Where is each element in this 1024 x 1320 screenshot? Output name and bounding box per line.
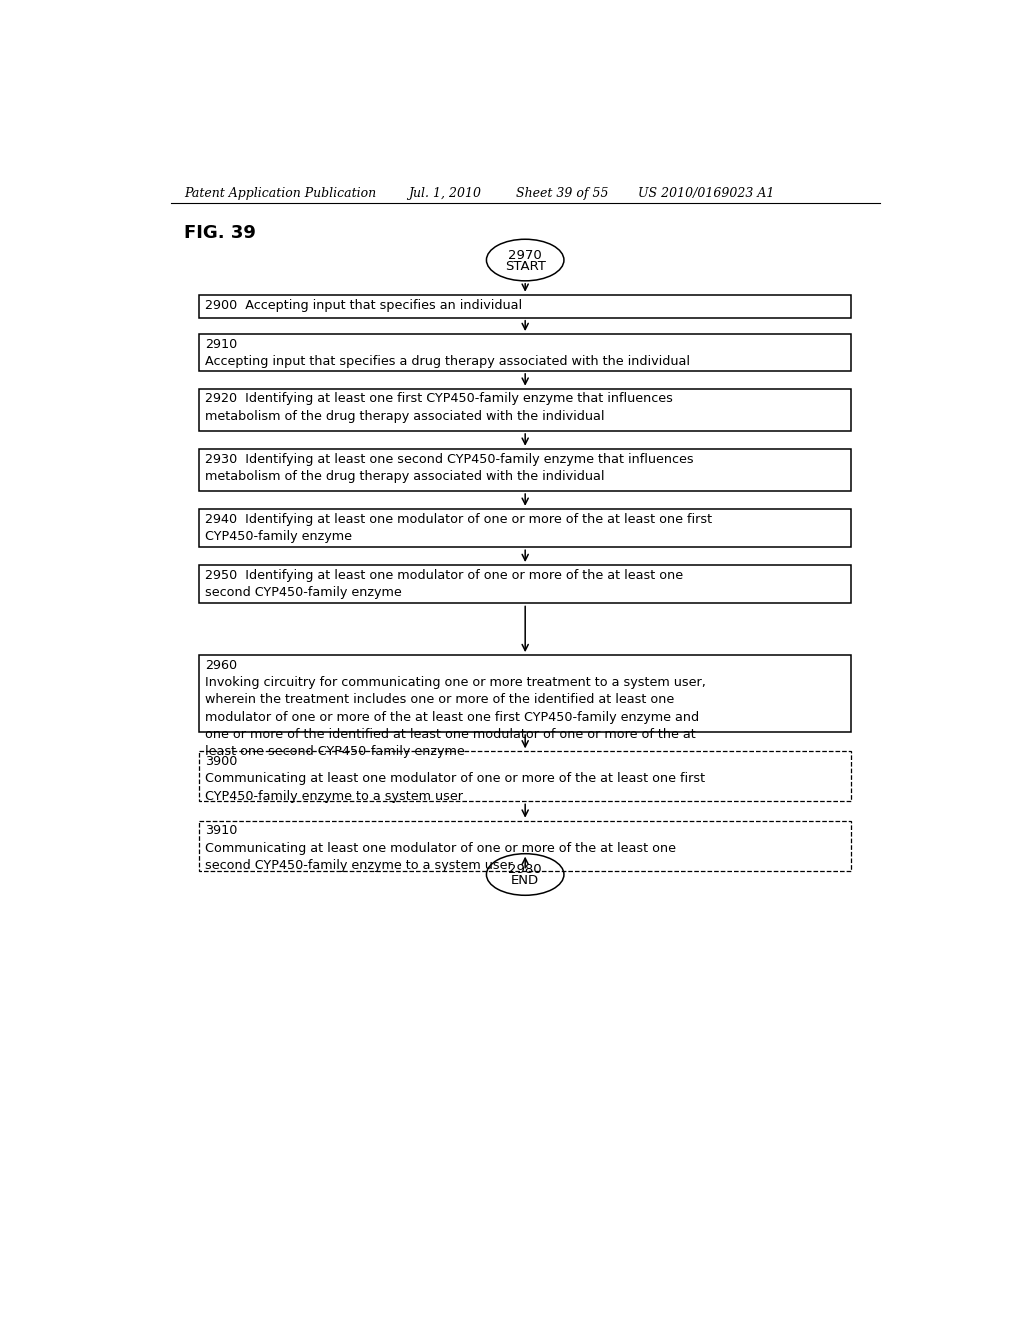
Text: 2920  Identifying at least one first CYP450-family enzyme that influences
metabo: 2920 Identifying at least one first CYP4… — [205, 392, 673, 422]
Text: 2960
Invoking circuitry for communicating one or more treatment to a system user: 2960 Invoking circuitry for communicatin… — [205, 659, 706, 758]
Text: 2900  Accepting input that specifies an individual: 2900 Accepting input that specifies an i… — [205, 298, 522, 312]
Text: US 2010/0169023 A1: US 2010/0169023 A1 — [638, 187, 774, 199]
Text: 2940  Identifying at least one modulator of one or more of the at least one firs: 2940 Identifying at least one modulator … — [205, 512, 712, 543]
Text: FIG. 39: FIG. 39 — [183, 224, 256, 242]
Text: END: END — [511, 874, 540, 887]
Text: Sheet 39 of 55: Sheet 39 of 55 — [515, 187, 608, 199]
Text: 2910
Accepting input that specifies a drug therapy associated with the individua: 2910 Accepting input that specifies a dr… — [205, 338, 690, 368]
Text: 2980: 2980 — [508, 863, 542, 876]
Text: Jul. 1, 2010: Jul. 1, 2010 — [409, 187, 481, 199]
Text: START: START — [505, 260, 546, 273]
Text: 3900
Communicating at least one modulator of one or more of the at least one fir: 3900 Communicating at least one modulato… — [205, 755, 705, 803]
Text: 2950  Identifying at least one modulator of one or more of the at least one
seco: 2950 Identifying at least one modulator … — [205, 569, 683, 599]
Text: 2970: 2970 — [508, 249, 542, 261]
Text: 3910
Communicating at least one modulator of one or more of the at least one
sec: 3910 Communicating at least one modulato… — [205, 825, 676, 871]
Text: 2930  Identifying at least one second CYP450-family enzyme that influences
metab: 2930 Identifying at least one second CYP… — [205, 453, 693, 483]
Text: Patent Application Publication: Patent Application Publication — [183, 187, 376, 199]
